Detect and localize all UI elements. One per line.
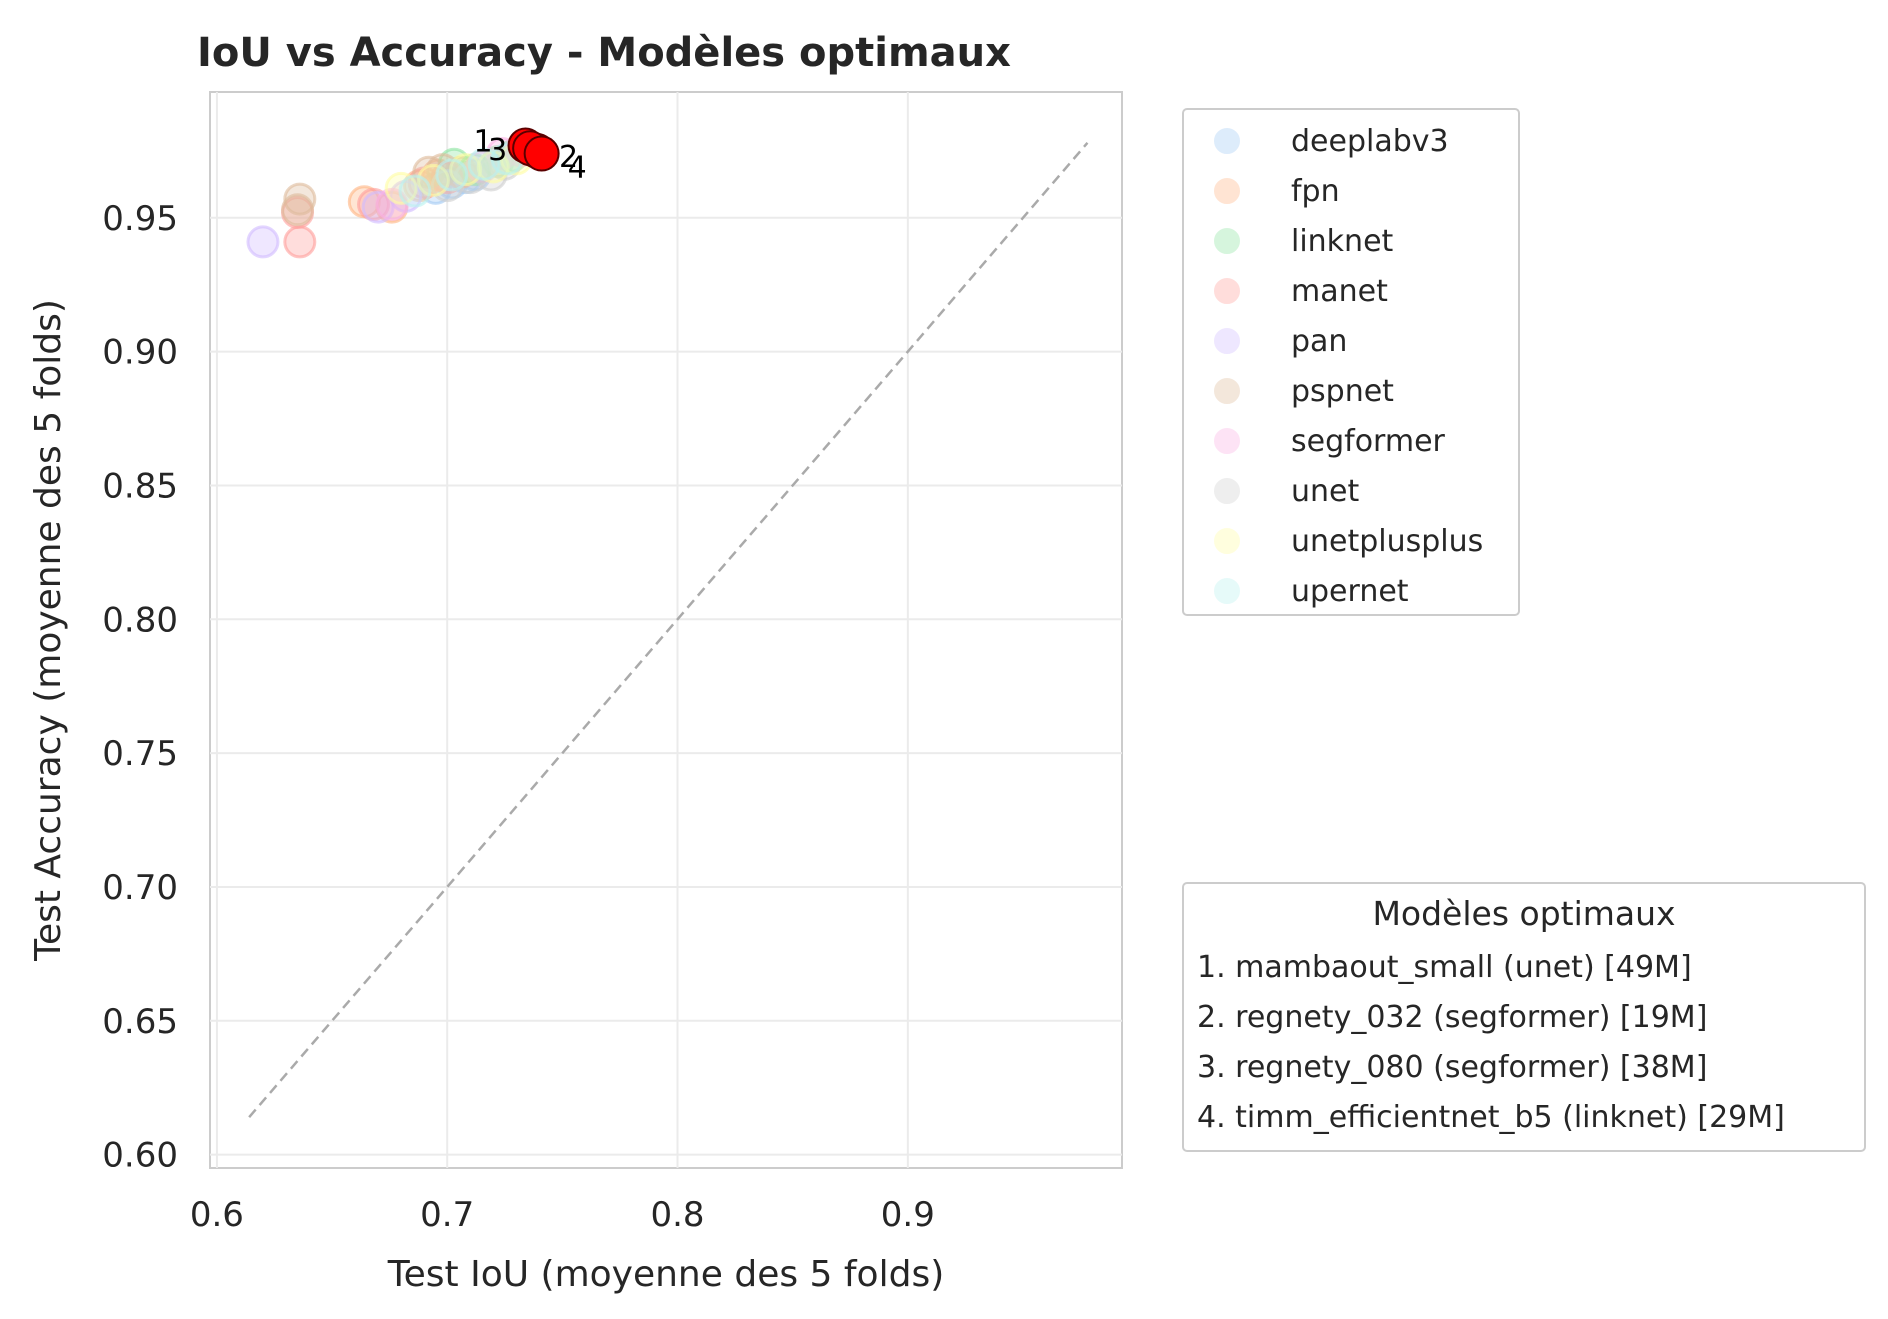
data-point-unetplusplus <box>416 163 450 197</box>
data-point-manet <box>283 225 317 259</box>
data-point-pspnet <box>283 182 317 216</box>
optimal-legend-title: Modèles optimaux <box>1372 894 1676 933</box>
y-tick-label: 0.75 <box>102 734 178 774</box>
series-legend: deeplabv3 fpn linknet manet pan pspnet segform… <box>1182 108 1520 616</box>
legend-marker <box>1214 428 1240 454</box>
legend-label: linknet <box>1291 224 1394 259</box>
optimal-models-legend: Modèles optimaux 1. mambaout_small (unet… <box>1182 882 1866 1152</box>
legend-item-unet: unet <box>1184 470 1518 510</box>
x-axis-ticks: 0.6 0.7 0.8 0.9 <box>190 1195 935 1235</box>
legend-marker <box>1214 328 1240 354</box>
data-point-upernet <box>435 158 469 192</box>
identity-line <box>248 142 1089 1118</box>
optimal-point-label: 4 <box>568 151 587 186</box>
legend-marker <box>1214 228 1240 254</box>
optimal-point-label: 2 <box>559 140 578 175</box>
legend-marker <box>1214 378 1240 404</box>
optimal-point-label: 1 <box>474 125 493 160</box>
x-axis-label: Test IoU (moyenne des 5 folds) <box>387 1254 945 1295</box>
y-tick-label: 0.60 <box>102 1136 178 1176</box>
y-tick-label: 0.65 <box>102 1002 178 1042</box>
data-point-upernet <box>398 174 432 208</box>
y-tick-label: 0.90 <box>102 333 178 373</box>
legend-item-pspnet: pspnet <box>1184 370 1518 410</box>
legend-label: manet <box>1291 274 1388 309</box>
legend-marker <box>1214 528 1240 554</box>
legend-item-unetplusplus: unetplusplus <box>1184 520 1518 560</box>
x-tick-label: 0.8 <box>650 1195 704 1235</box>
chart-title: IoU vs Accuracy - Modèles optimaux <box>197 30 1011 76</box>
optimal-legend-item: 1. mambaout_small (unet) [49M] <box>1197 950 1692 985</box>
legend-item-pan: pan <box>1184 320 1518 360</box>
legend-marker <box>1214 278 1240 304</box>
data-points <box>246 134 538 259</box>
x-tick-label: 0.7 <box>420 1195 474 1235</box>
x-tick-label: 0.6 <box>190 1195 244 1235</box>
legend-item-segformer: segformer <box>1184 420 1518 460</box>
legend-marker <box>1214 578 1240 604</box>
legend-item-upernet: upernet <box>1184 570 1518 610</box>
y-tick-label: 0.80 <box>102 600 178 640</box>
legend-item-linknet: linknet <box>1184 220 1518 260</box>
legend-item-fpn: fpn <box>1184 170 1518 210</box>
y-axis-ticks: 0.60 0.65 0.70 0.75 0.80 0.85 0.90 0.95 <box>102 199 178 1176</box>
legend-label: fpn <box>1291 174 1340 209</box>
optimal-legend-item: 2. regnety_032 (segformer) [19M] <box>1197 1000 1708 1035</box>
data-point-pan <box>246 225 280 259</box>
grid-lines <box>210 92 1122 1168</box>
legend-label: unetplusplus <box>1291 524 1484 559</box>
legend-item-deeplabv3: deeplabv3 <box>1184 120 1518 160</box>
reference-line <box>248 142 1089 1118</box>
legend-marker <box>1214 128 1240 154</box>
y-tick-label: 0.95 <box>102 199 178 239</box>
legend-item-manet: manet <box>1184 270 1518 310</box>
data-point-pspnet <box>281 193 315 227</box>
optimal-point <box>523 135 560 172</box>
plot-area <box>209 91 1123 1169</box>
optimal-point-label: 3 <box>488 133 507 168</box>
y-tick-label: 0.70 <box>102 868 178 908</box>
legend-label: pspnet <box>1291 374 1394 409</box>
y-tick-label: 0.85 <box>102 466 178 506</box>
legend-label: unet <box>1291 474 1360 509</box>
y-axis-label: Test Accuracy (moyenne des 5 folds) <box>28 299 69 962</box>
legend-label: deeplabv3 <box>1291 124 1449 159</box>
legend-label: upernet <box>1291 574 1409 609</box>
legend-marker <box>1214 478 1240 504</box>
optimal-legend-item: 4. timm_efficientnet_b5 (linknet) [29M] <box>1197 1100 1785 1135</box>
x-tick-label: 0.9 <box>881 1195 935 1235</box>
legend-marker <box>1214 178 1240 204</box>
legend-label: segformer <box>1291 424 1445 459</box>
optimal-legend-item: 3. regnety_080 (segformer) [38M] <box>1197 1050 1708 1085</box>
optimal-points: 1 2 3 4 <box>474 125 587 186</box>
legend-label: pan <box>1291 324 1348 359</box>
